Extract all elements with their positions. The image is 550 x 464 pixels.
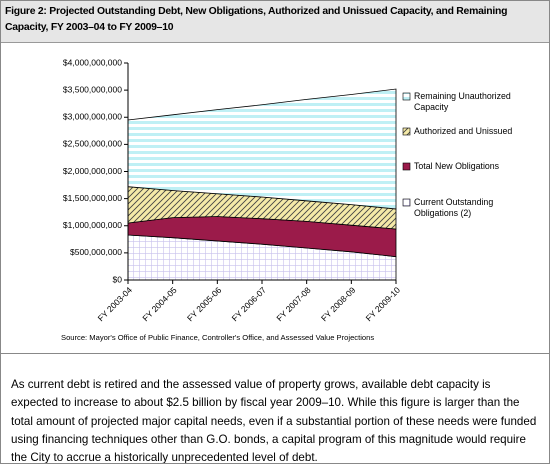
body-paragraph: As current debt is retired and the asses… xyxy=(11,378,537,464)
y-tick-label: $3,000,000,000 xyxy=(63,112,122,122)
y-tick-label: $1,000,000,000 xyxy=(63,220,122,230)
x-tick-label: FY 2005-06 xyxy=(185,285,224,324)
x-tick-label: FY 2008-09 xyxy=(319,285,358,324)
legend-label: Current Outstanding Obligations (2) xyxy=(414,197,494,218)
y-tick-label: $0 xyxy=(113,274,123,284)
legend-label: Authorized and Unissued xyxy=(414,126,513,136)
y-tick-label: $3,500,000,000 xyxy=(63,84,122,94)
y-tick-label: $2,500,000,000 xyxy=(63,139,122,149)
legend-swatch xyxy=(402,92,411,101)
area xyxy=(127,88,397,210)
separator xyxy=(1,353,549,354)
figure-title: Figure 2: Projected Outstanding Debt, Ne… xyxy=(1,1,549,43)
y-tick-label: $4,000,000,000 xyxy=(63,57,122,67)
x-tick-label: FY 2007-08 xyxy=(274,285,313,324)
legend-swatch xyxy=(402,198,411,207)
legend-swatch xyxy=(402,162,411,171)
y-tick-label: $1,500,000,000 xyxy=(63,193,122,203)
x-tick-label: FY 2003-04 xyxy=(96,285,135,324)
legend-swatch xyxy=(402,127,411,136)
x-tick-label: FY 2004-05 xyxy=(140,285,179,324)
chart: $0 $500,000,000 $1,000,000,000 $1,500,000,0… xyxy=(63,57,411,324)
legend-label: Remaining Unauthorized Capacity xyxy=(414,91,511,112)
legend-label: Total New Obligations xyxy=(414,161,500,171)
x-tick-label: FY 2009-10 xyxy=(364,285,403,324)
x-tick-label: FY 2006-07 xyxy=(230,285,269,324)
y-tick-label: $500,000,000 xyxy=(70,247,122,257)
y-tick-label: $2,000,000,000 xyxy=(63,166,122,176)
source-note: Source: Mayor's Office of Public Finance… xyxy=(61,333,375,342)
